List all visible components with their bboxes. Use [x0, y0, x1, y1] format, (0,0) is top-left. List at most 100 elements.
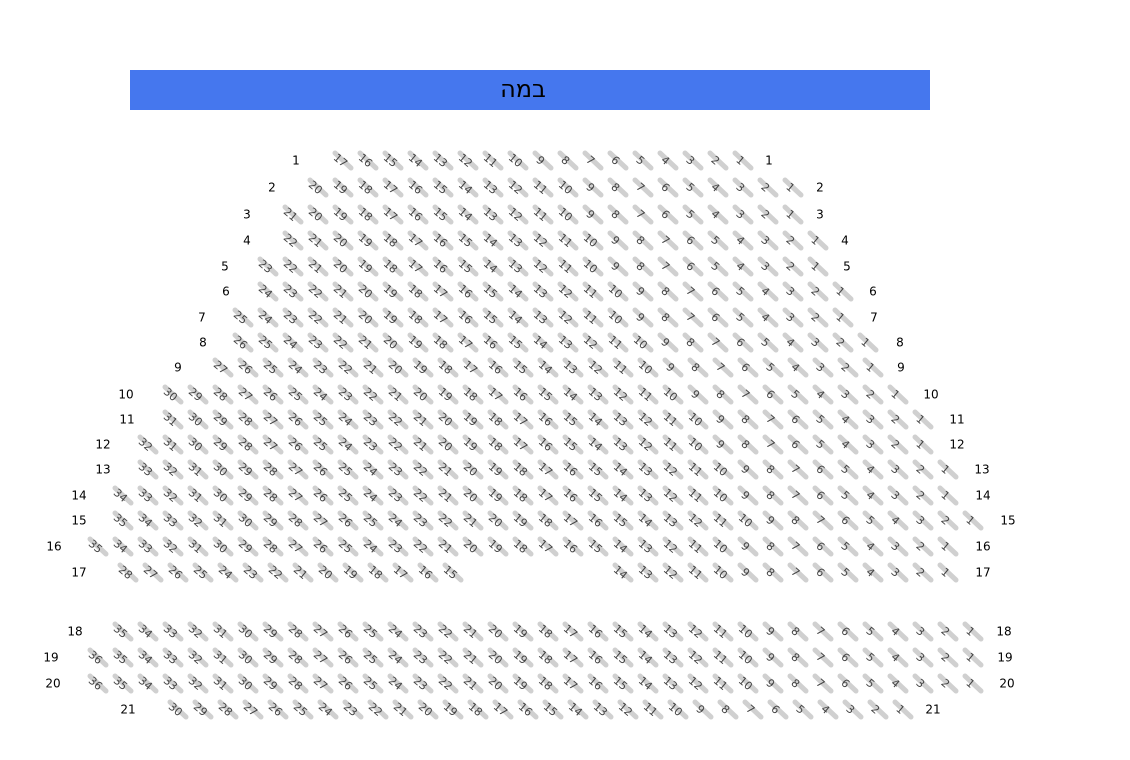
seat[interactable]: 10 [581, 230, 604, 251]
seat[interactable]: 15 [431, 177, 454, 198]
seat[interactable]: 5 [762, 357, 784, 378]
seat[interactable]: 29 [211, 409, 234, 430]
seat[interactable]: 34 [136, 510, 159, 531]
seat[interactable]: 16 [481, 332, 504, 353]
seat[interactable]: 12 [556, 307, 579, 328]
seat[interactable]: 18 [511, 485, 534, 506]
seat[interactable]: 2 [782, 256, 804, 277]
seat[interactable]: 3 [887, 562, 909, 583]
seat[interactable]: 9 [582, 204, 604, 225]
seat[interactable]: 27 [211, 357, 234, 378]
seat[interactable]: 20 [486, 647, 509, 668]
seat[interactable]: 6 [837, 510, 859, 531]
seat[interactable]: 19 [411, 357, 434, 378]
seat[interactable]: 23 [411, 621, 434, 642]
seat[interactable]: 34 [136, 621, 159, 642]
seat[interactable]: 32 [186, 621, 209, 642]
seat[interactable]: 13 [661, 673, 684, 694]
seat[interactable]: 32 [136, 434, 159, 455]
seat[interactable]: 5 [682, 177, 704, 198]
seat[interactable]: 24 [386, 647, 409, 668]
seat[interactable]: 3 [912, 510, 934, 531]
seat[interactable]: 14 [611, 485, 634, 506]
seat[interactable]: 22 [366, 699, 389, 720]
seat[interactable]: 18 [536, 510, 559, 531]
seat[interactable]: 9 [712, 434, 734, 455]
seat[interactable]: 5 [812, 409, 834, 430]
seat[interactable]: 4 [657, 150, 679, 171]
seat[interactable]: 10 [711, 536, 734, 557]
seat[interactable]: 21 [356, 332, 379, 353]
seat[interactable]: 10 [581, 256, 604, 277]
seat[interactable]: 28 [261, 485, 284, 506]
seat[interactable]: 33 [136, 536, 159, 557]
seat[interactable]: 33 [161, 647, 184, 668]
seat[interactable]: 5 [732, 307, 754, 328]
seat[interactable]: 16 [486, 357, 509, 378]
seat[interactable]: 27 [236, 384, 259, 405]
seat[interactable]: 13 [661, 510, 684, 531]
seat[interactable]: 26 [286, 434, 309, 455]
seat[interactable]: 6 [737, 357, 759, 378]
seat[interactable]: 8 [737, 409, 759, 430]
seat[interactable]: 3 [757, 230, 779, 251]
seat[interactable]: 19 [331, 177, 354, 198]
seat[interactable]: 13 [506, 230, 529, 251]
seat[interactable]: 16 [586, 510, 609, 531]
seat[interactable]: 14 [456, 177, 479, 198]
seat[interactable]: 36 [86, 647, 109, 668]
seat[interactable]: 8 [787, 673, 809, 694]
seat[interactable]: 26 [311, 536, 334, 557]
seat[interactable]: 11 [531, 204, 554, 225]
seat[interactable]: 15 [586, 536, 609, 557]
seat[interactable]: 10 [506, 150, 529, 171]
seat[interactable]: 5 [862, 510, 884, 531]
seat[interactable]: 31 [161, 434, 184, 455]
seat[interactable]: 4 [837, 434, 859, 455]
seat[interactable]: 5 [812, 434, 834, 455]
seat[interactable]: 27 [311, 673, 334, 694]
seat[interactable]: 6 [812, 562, 834, 583]
seat[interactable]: 18 [406, 281, 429, 302]
seat[interactable]: 17 [491, 699, 514, 720]
seat[interactable]: 8 [682, 332, 704, 353]
seat[interactable]: 3 [887, 536, 909, 557]
seat[interactable]: 1 [782, 204, 804, 225]
seat[interactable]: 22 [361, 384, 384, 405]
seat[interactable]: 18 [406, 307, 429, 328]
seat[interactable]: 18 [366, 562, 389, 583]
seat[interactable]: 1 [862, 357, 884, 378]
seat[interactable]: 20 [306, 177, 329, 198]
seat[interactable]: 10 [636, 357, 659, 378]
seat[interactable]: 28 [216, 699, 239, 720]
seat[interactable]: 9 [712, 409, 734, 430]
seat[interactable]: 2 [937, 621, 959, 642]
seat[interactable]: 14 [566, 699, 589, 720]
seat[interactable]: 35 [111, 673, 134, 694]
seat[interactable]: 8 [762, 536, 784, 557]
seat[interactable]: 19 [486, 485, 509, 506]
seat[interactable]: 2 [912, 459, 934, 480]
seat[interactable]: 2 [782, 230, 804, 251]
seat[interactable]: 27 [241, 699, 264, 720]
seat[interactable]: 23 [281, 307, 304, 328]
seat[interactable]: 17 [331, 150, 354, 171]
seat[interactable]: 14 [531, 332, 554, 353]
seat[interactable]: 9 [532, 150, 554, 171]
seat[interactable]: 23 [361, 434, 384, 455]
seat[interactable]: 2 [832, 332, 854, 353]
seat[interactable]: 27 [311, 510, 334, 531]
seat[interactable]: 9 [662, 357, 684, 378]
seat[interactable]: 5 [837, 485, 859, 506]
seat[interactable]: 7 [787, 562, 809, 583]
seat[interactable]: 24 [386, 621, 409, 642]
seat[interactable]: 16 [586, 673, 609, 694]
seat[interactable]: 10 [606, 281, 629, 302]
seat[interactable]: 23 [241, 562, 264, 583]
seat[interactable]: 10 [556, 177, 579, 198]
seat[interactable]: 25 [286, 384, 309, 405]
seat[interactable]: 26 [336, 647, 359, 668]
seat[interactable]: 6 [812, 459, 834, 480]
seat[interactable]: 25 [261, 357, 284, 378]
seat[interactable]: 21 [291, 562, 314, 583]
